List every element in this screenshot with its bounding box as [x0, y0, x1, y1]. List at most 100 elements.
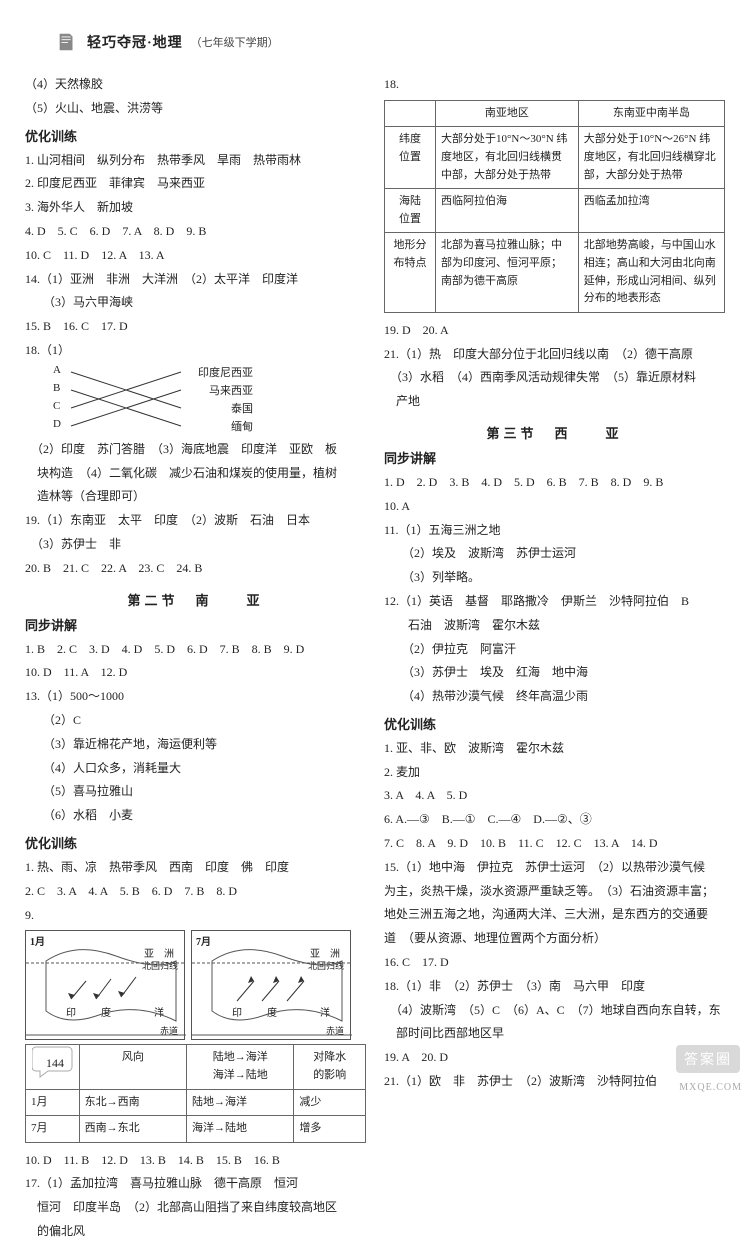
- left-column: （4）天然橡胶 （5）火山、地震、洪涝等 优化训练 1. 山河相间 纵列分布 热…: [25, 72, 366, 1244]
- text-line: 的偏北风: [25, 1220, 366, 1243]
- table-cell: 大部分处于10°N～26°N 纬度地区，有北回归线横穿北部，大部分处于热带: [578, 127, 724, 189]
- table-cell: 西临孟加拉湾: [578, 189, 724, 233]
- text-line: 6. A.—③ B.—① C.—④ D.—②、③: [384, 808, 725, 831]
- table-cell: 大部分处于10°N～30°N 纬度地区，有北回归线横贯中部，大部分处于热带: [436, 127, 579, 189]
- grade-label: （七年级下学期）: [191, 34, 279, 50]
- text-line: （4）波斯湾 （5）C （6）A、C （7）地球自西向东自转，东: [384, 999, 725, 1022]
- table-cell: 增多: [294, 1116, 366, 1143]
- text-line: 4. D 5. C 6. D 7. A 8. D 9. B: [25, 220, 366, 243]
- map-figures: 1月 亚 洲 北回归线 印 度 洋 赤道 7月 亚 洲 北回归线: [25, 930, 366, 1040]
- table-header: [385, 100, 436, 127]
- text-line: 10. C 11. D 12. A 13. A: [25, 244, 366, 267]
- table-cell: 西南→东北: [79, 1116, 186, 1143]
- right-column: 18. 南亚地区 东南亚中南半岛 纬度 位置 大部分处于10°N～30°N 纬度…: [384, 72, 725, 1244]
- matching-diagram: A B C D 印度尼西亚 马来西亚 泰国 缅甸: [53, 364, 253, 436]
- watermark-badge: 答案圈: [676, 1045, 740, 1073]
- text-line: 2. 麦加: [384, 761, 725, 784]
- match-lines-icon: [53, 364, 253, 436]
- text-line: （3）苏伊士 埃及 红海 地中海: [384, 661, 725, 684]
- chapter-heading: 第三节 西 亚: [384, 423, 725, 442]
- text-line: （5）喜马拉雅山: [25, 780, 366, 803]
- table-cell: 1月: [26, 1089, 80, 1116]
- table-cell: 陆地→海洋: [187, 1089, 294, 1116]
- text-line: 2. C 3. A 4. A 5. B 6. D 7. B 8. D: [25, 880, 366, 903]
- text-line: （3）靠近棉花产地，海运便利等: [25, 733, 366, 756]
- text-line: 19.（1）东南亚 太平 印度 （2）波斯 石油 日本: [25, 509, 366, 532]
- table-header: 对降水 的影响: [294, 1045, 366, 1089]
- section-heading: 同步讲解: [25, 615, 366, 634]
- table-cell: 纬度 位置: [385, 127, 436, 189]
- text-line: 21.（1）热 印度大部分位于北回归线以南 （2）德干高原: [384, 343, 725, 366]
- wind-table: 月份 风向 陆地→海洋 海洋→陆地 对降水 的影响 1月 东北→西南 陆地→海洋…: [25, 1044, 366, 1142]
- text-line: 块构造 （4）二氧化碳 减少石油和煤炭的使用量，植树: [25, 462, 366, 485]
- q18-label: 18.（1）: [25, 339, 366, 362]
- text-line: 10. D 11. A 12. D: [25, 661, 366, 684]
- text-line: 地处三洲五海之地，沟通两大洋、三大洲，是东西方的交通要: [384, 903, 725, 926]
- section-heading: 优化训练: [25, 126, 366, 145]
- text-line: 9.: [25, 904, 366, 927]
- text-line: （5）火山、地震、洪涝等: [25, 97, 366, 120]
- section-heading: 同步讲解: [384, 448, 725, 467]
- watermark-text: MXQE.COM: [679, 1082, 742, 1093]
- two-column-layout: （4）天然橡胶 （5）火山、地震、洪涝等 优化训练 1. 山河相间 纵列分布 热…: [25, 72, 725, 1244]
- table-header: 南亚地区: [436, 100, 579, 127]
- text-line: 3. A 4. A 5. D: [384, 784, 725, 807]
- text-line: 部时间比西部地区早: [384, 1022, 725, 1045]
- table-cell: 西临阿拉伯海: [436, 189, 579, 233]
- chapter-heading: 第二节 南 亚: [25, 590, 366, 609]
- table-cell: 海洋→陆地: [187, 1116, 294, 1143]
- text-line: 石油 波斯湾 霍尔木兹: [384, 614, 725, 637]
- table-cell: 海陆 位置: [385, 189, 436, 233]
- text-line: 10. A: [384, 495, 725, 518]
- text-line: 20. B 21. C 22. A 23. C 24. B: [25, 557, 366, 580]
- text-line: 21.（1）欧 非 苏伊士 （2）波斯湾 沙特阿拉伯: [384, 1070, 725, 1093]
- table-cell: 7月: [26, 1116, 80, 1143]
- table-row: 纬度 位置 大部分处于10°N～30°N 纬度地区，有北回归线横贯中部，大部分处…: [385, 127, 725, 189]
- text-line: （2）印度 苏门答腊 （3）海底地震 印度洋 亚欧 板: [25, 438, 366, 461]
- text-line: 1. D 2. D 3. B 4. D 5. D 6. B 7. B 8. D …: [384, 471, 725, 494]
- text-line: 为主，炎热干燥，淡水资源严重缺乏等。 （3）石油资源丰富；: [384, 880, 725, 903]
- text-line: 19. A 20. D: [384, 1046, 725, 1069]
- q18-label: 18.: [384, 73, 725, 96]
- text-line: （4）热带沙漠气候 终年高温少雨: [384, 685, 725, 708]
- section-heading: 优化训练: [25, 833, 366, 852]
- text-line: （3）列举略。: [384, 566, 725, 589]
- text-line: 15.（1）地中海 伊拉克 苏伊士运河 （2）以热带沙漠气候: [384, 856, 725, 879]
- text-line: 19. D 20. A: [384, 319, 725, 342]
- text-line: 12.（1）英语 基督 耶路撒冷 伊斯兰 沙特阿拉伯 B: [384, 590, 725, 613]
- page-number: 144: [46, 1056, 64, 1071]
- text-line: 1. 山河相间 纵列分布 热带季风 旱雨 热带雨林: [25, 149, 366, 172]
- text-line: 恒河 印度半岛 （2）北部高山阻挡了来自纬度较高地区: [25, 1196, 366, 1219]
- map-outline-icon: [26, 931, 186, 1041]
- text-line: 18.（1）非 （2）苏伊士 （3）南 马六甲 印度: [384, 975, 725, 998]
- text-line: 道 （要从资源、地理位置两个方面分析）: [384, 927, 725, 950]
- text-line: （6）水稻 小麦: [25, 804, 366, 827]
- series-title: 轻巧夺冠·地理: [87, 32, 183, 52]
- text-line: 1. 亚、非、欧 波斯湾 霍尔木兹: [384, 737, 725, 760]
- text-line: （2）伊拉克 阿富汗: [384, 638, 725, 661]
- text-line: （3）马六甲海峡: [25, 291, 366, 314]
- table-header: 陆地→海洋 海洋→陆地: [187, 1045, 294, 1089]
- table-row: 1月 东北→西南 陆地→海洋 减少: [26, 1089, 366, 1116]
- text-line: （3）苏伊士 非: [25, 533, 366, 556]
- text-line: 3. 海外华人 新加坡: [25, 196, 366, 219]
- text-line: 15. B 16. C 17. D: [25, 315, 366, 338]
- text-line: （4）天然橡胶: [25, 73, 366, 96]
- book-icon: [55, 30, 79, 54]
- section-heading: 优化训练: [384, 714, 725, 733]
- table-cell: 减少: [294, 1089, 366, 1116]
- map-january: 1月 亚 洲 北回归线 印 度 洋 赤道: [25, 930, 185, 1040]
- text-line: 16. C 17. D: [384, 951, 725, 974]
- text-line: 1. 热、雨、凉 热带季风 西南 印度 佛 印度: [25, 856, 366, 879]
- text-line: 1. B 2. C 3. D 4. D 5. D 6. D 7. B 8. B …: [25, 638, 366, 661]
- table-cell: 东北→西南: [79, 1089, 186, 1116]
- text-line: 17.（1）孟加拉湾 喜马拉雅山脉 德干高原 恒河: [25, 1172, 366, 1195]
- table-header: 东南亚中南半岛: [578, 100, 724, 127]
- text-line: 造林等（合理即可）: [25, 485, 366, 508]
- table-cell: 北部为喜马拉雅山脉；中部为印度河、恒河平原；南部为德干高原: [436, 233, 579, 312]
- page-header: 轻巧夺冠·地理 （七年级下学期）: [55, 30, 725, 54]
- table-row: 7月 西南→东北 海洋→陆地 增多: [26, 1116, 366, 1143]
- table-cell: 北部地势高峻，与中国山水相连；高山和大河由北向南延伸，形成山河相间、纵列分布的地…: [578, 233, 724, 312]
- table-row: 地形分 布特点 北部为喜马拉雅山脉；中部为印度河、恒河平原；南部为德干高原 北部…: [385, 233, 725, 312]
- map-july: 7月 亚 洲 北回归线 印 度 洋 赤道: [191, 930, 351, 1040]
